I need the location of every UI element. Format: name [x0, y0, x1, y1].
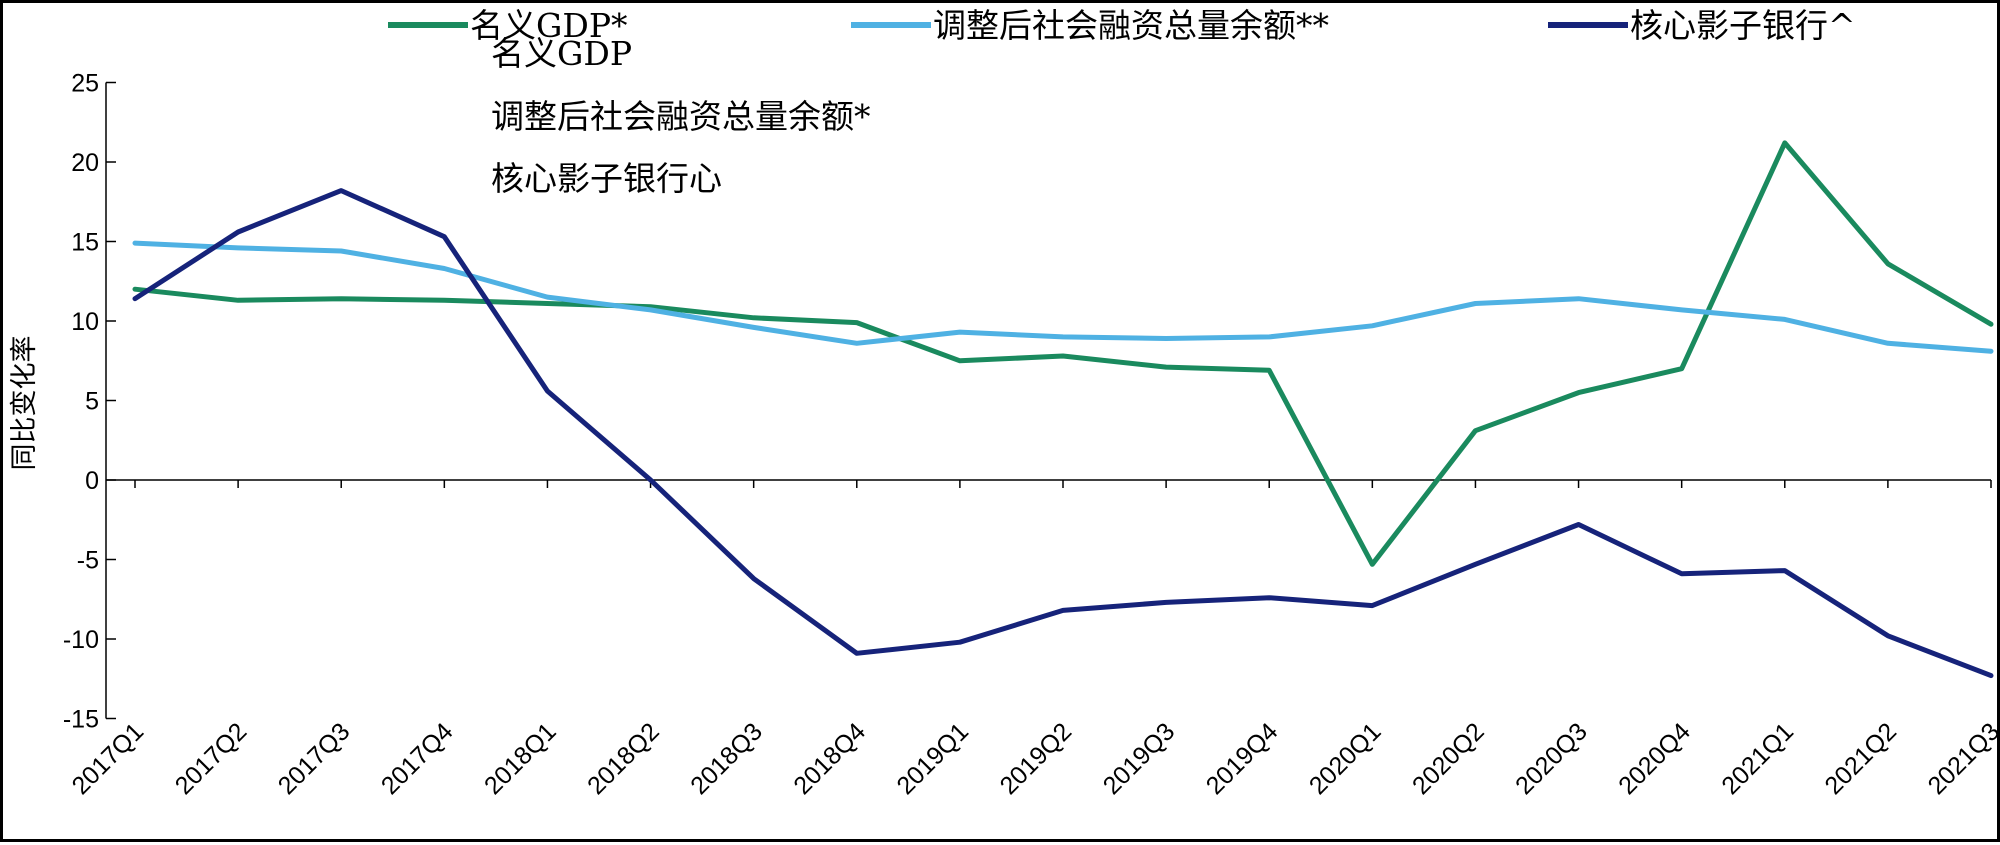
y-tick-label: 20	[71, 149, 99, 177]
y-tick-label: -5	[77, 547, 99, 575]
y-tick-label: 0	[85, 467, 99, 495]
y-tick-label: -10	[63, 626, 99, 654]
legend: 名义GDP* 调整后社会融资总量余额** 核心影子银行^	[388, 6, 1856, 45]
overlay-label-0: 名义GDP	[491, 34, 632, 73]
x-tick-label: 2021Q3	[1923, 717, 2000, 800]
legend-label-2: 核心影子银行^	[1630, 6, 1856, 45]
series-line-0	[132, 140, 1994, 567]
x-tick-label: 2021Q1	[1716, 717, 1799, 800]
x-tick-label: 2018Q2	[582, 717, 665, 800]
x-tick-label: 2019Q1	[891, 717, 974, 800]
y-tick-label: -15	[63, 706, 99, 734]
overlay-annotations: 名义GDP 调整后社会融资总量余额* 核心影子银行心	[491, 34, 871, 198]
legend-label-1: 调整后社会融资总量余额**	[933, 6, 1329, 45]
series-lines	[132, 140, 1994, 679]
x-tick-label: 2020Q1	[1304, 717, 1387, 800]
x-tick-label: 2019Q4	[1201, 717, 1284, 800]
x-tick-label: 2021Q2	[1819, 717, 1902, 800]
x-tick-label: 2017Q4	[376, 717, 459, 800]
x-tick-label: 2019Q3	[1098, 717, 1181, 800]
x-tick-label: 2018Q3	[685, 717, 768, 800]
x-tick-label: 2018Q1	[479, 717, 562, 800]
y-tick-label: 10	[71, 308, 99, 336]
y-tick-label: 15	[71, 229, 99, 257]
x-tick-label: 2017Q2	[170, 717, 253, 800]
x-tick-label: 2019Q2	[995, 717, 1078, 800]
y-axis-label: 同比变化率	[9, 336, 40, 471]
legend-label-0: 名义GDP*	[470, 6, 628, 45]
x-tick-label: 2020Q3	[1510, 717, 1593, 800]
x-tick-label: 2018Q4	[788, 717, 871, 800]
x-tick-label: 2020Q2	[1407, 717, 1490, 800]
x-tick-label: 2020Q4	[1613, 717, 1696, 800]
y-tick-label: 25	[71, 70, 99, 98]
overlay-label-1: 调整后社会融资总量余额*	[491, 97, 871, 136]
x-tick-label: 2017Q3	[273, 717, 356, 800]
y-tick-label: 5	[85, 388, 99, 416]
series-line-2	[132, 188, 1994, 679]
series-line-1	[132, 240, 1994, 354]
overlay-label-2: 核心影子银行心	[491, 159, 722, 198]
